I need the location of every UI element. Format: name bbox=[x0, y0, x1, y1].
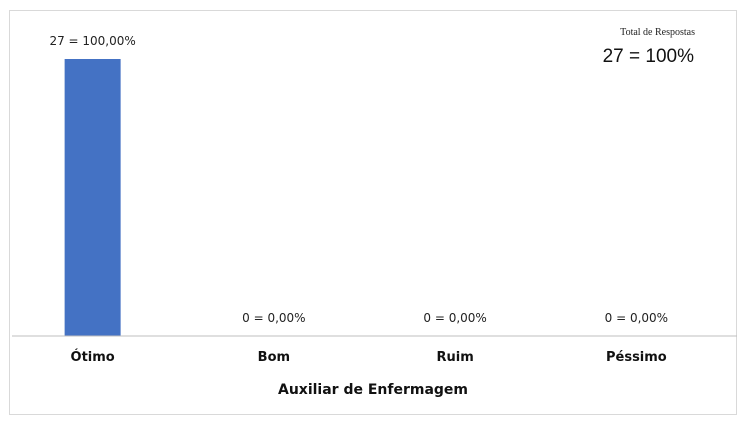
category-label-3: Péssimo bbox=[606, 350, 667, 365]
total-responses-value: 27 = 100% bbox=[602, 46, 694, 67]
data-label-0: 27 = 100,00% bbox=[49, 34, 135, 48]
category-label-0: Ótimo bbox=[71, 349, 115, 365]
x-axis-title: Auxiliar de Enfermagem bbox=[278, 382, 468, 398]
category-label-1: Bom bbox=[258, 350, 290, 365]
total-responses-caption: Total de Respostas bbox=[620, 27, 695, 38]
bar-0 bbox=[64, 59, 121, 336]
chart-frame bbox=[9, 10, 737, 415]
data-label-1: 0 = 0,00% bbox=[242, 311, 305, 325]
bars-layer bbox=[64, 59, 121, 336]
category-label-2: Ruim bbox=[436, 350, 473, 365]
data-label-2: 0 = 0,00% bbox=[423, 311, 486, 325]
labels-layer: 27 = 100,00% Ótimo 0 = 0,00% Bom 0 = 0,00% Ru… bbox=[49, 34, 668, 365]
data-label-3: 0 = 0,00% bbox=[605, 311, 668, 325]
